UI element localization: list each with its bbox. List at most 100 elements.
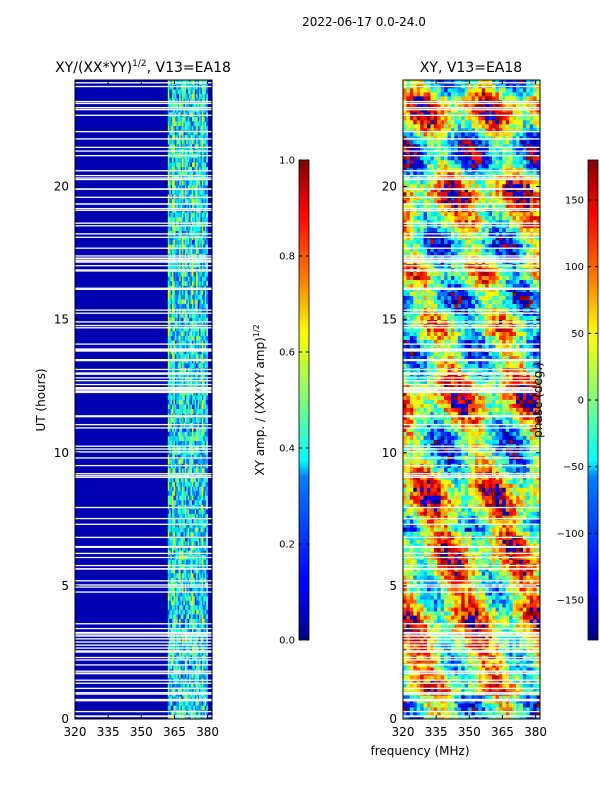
amp-cell <box>183 618 186 624</box>
amp-cell <box>172 518 174 524</box>
flagged-row <box>75 287 212 289</box>
flagged-row <box>75 196 212 198</box>
phase-cell <box>498 703 503 708</box>
amp-cell <box>176 280 179 286</box>
amp-cell <box>191 632 194 638</box>
amp-cell <box>201 426 204 432</box>
phase-cell <box>464 651 469 656</box>
amp-cell <box>189 522 191 528</box>
amp-cell <box>200 189 203 195</box>
amp-cell <box>190 513 193 519</box>
amp-cell <box>201 472 204 478</box>
amp-cell <box>167 157 170 163</box>
amp-cell <box>193 230 196 236</box>
amp-cell <box>193 303 196 309</box>
amp-cell <box>199 481 201 487</box>
amp-cell <box>187 417 190 423</box>
amp-cell <box>189 198 191 204</box>
amp-cell <box>199 436 201 441</box>
phase-cell <box>526 659 531 664</box>
amp-cell <box>186 248 189 254</box>
amp-cell <box>183 426 186 432</box>
phase-cell <box>416 711 421 716</box>
amp-cell <box>206 331 208 336</box>
amp-cell <box>201 440 204 446</box>
amp-cell <box>176 171 179 177</box>
amp-cell <box>174 362 177 368</box>
amp-cell <box>174 212 177 218</box>
amp-cell <box>186 203 189 209</box>
amp-cell <box>194 248 197 254</box>
amp-cell <box>182 162 184 168</box>
phase-cell <box>454 711 459 716</box>
amp-cell <box>183 335 186 341</box>
amp-cell <box>203 426 206 432</box>
amp-cell <box>191 458 194 464</box>
amp-cell <box>183 203 186 209</box>
amp-cell <box>190 139 193 145</box>
amp-cell <box>200 614 203 619</box>
phase-cell <box>457 711 462 716</box>
phase-cell <box>505 623 510 628</box>
amp-cell <box>183 458 186 464</box>
amp-cell <box>194 130 197 136</box>
amp-cell <box>201 477 204 483</box>
amp-cell <box>200 230 203 236</box>
amp-cell <box>174 431 177 437</box>
amp-cell <box>174 116 177 122</box>
amp-cell <box>200 486 203 492</box>
amp-cell <box>206 454 208 460</box>
amp-cell <box>179 591 181 597</box>
amp-cell <box>187 627 190 633</box>
amp-cell <box>169 276 172 282</box>
amp-cell <box>206 513 208 519</box>
amp-cell <box>194 171 197 177</box>
amp-cell <box>170 664 173 670</box>
phase-cell <box>416 639 421 644</box>
amp-cell <box>201 436 204 441</box>
amp-cell <box>191 362 194 368</box>
amp-cell <box>200 490 203 496</box>
phase-cell <box>471 695 476 700</box>
amp-cell <box>180 317 183 323</box>
amp-cell <box>199 477 201 483</box>
amp-cell <box>176 376 179 382</box>
phase-cell <box>495 659 500 664</box>
amp-cell <box>193 408 196 414</box>
amp-cell <box>172 513 174 519</box>
amp-cell <box>174 230 177 236</box>
amp-cell <box>189 559 191 565</box>
amp-cell <box>169 262 172 268</box>
amp-cell <box>196 495 199 501</box>
amp-cell <box>176 563 179 569</box>
amp-cell <box>173 431 176 437</box>
amp-cell <box>173 550 176 556</box>
amp-cell <box>201 130 204 136</box>
amp-cell <box>173 335 176 341</box>
amp-cell <box>183 467 186 473</box>
amp-cell <box>176 618 179 624</box>
amp-cell <box>169 157 172 163</box>
amp-cell <box>173 522 176 528</box>
amp-cell <box>180 331 183 336</box>
amp-cell <box>183 248 186 254</box>
amp-cell <box>196 467 199 473</box>
amp-cell <box>193 682 196 688</box>
amp-cell <box>180 102 183 108</box>
amp-cell <box>182 111 184 117</box>
amp-cell <box>196 171 199 177</box>
amp-cell <box>173 591 176 597</box>
amp-cell <box>190 212 193 218</box>
amp-cell <box>193 509 196 514</box>
amp-cell <box>201 340 204 346</box>
amp-cell <box>191 166 194 172</box>
amp-cell <box>173 440 176 446</box>
amp-cell <box>177 134 180 140</box>
phase-cell <box>440 635 445 640</box>
amp-cell <box>176 445 179 451</box>
amp-cell <box>204 111 207 117</box>
amp-cell <box>172 467 174 473</box>
phase-cell <box>516 647 520 652</box>
amp-cell <box>176 362 179 368</box>
amp-cell <box>174 641 177 647</box>
